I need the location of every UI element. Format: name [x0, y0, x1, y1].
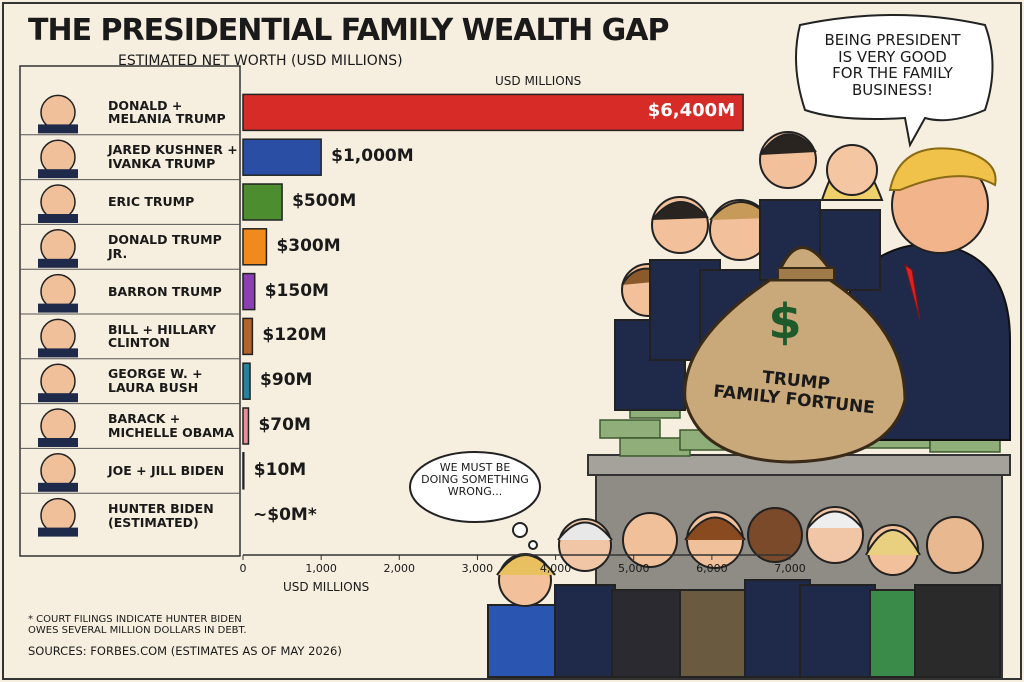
bar [242, 272, 256, 311]
bar [242, 317, 254, 356]
portrait [40, 408, 76, 444]
value-label: $90M [260, 370, 313, 391]
value-label: $120M [262, 325, 327, 346]
speech-text: BEING PRESIDENT IS VERY GOOD FOR THE FAM… [824, 31, 961, 99]
x-tick-label: 3,000 [461, 562, 494, 575]
chart-subtitle: ESTIMATED NET WORTH (USD MILLIONS) [118, 53, 403, 69]
category-label: JOE + JILL BIDEN [108, 462, 225, 478]
x-tick-label: 6,000 [696, 562, 728, 575]
source: SOURCES: FORBES.COM (ESTIMATES AS OF MAY… [28, 644, 342, 658]
portrait-suit [38, 527, 78, 537]
bar [242, 183, 283, 221]
portrait-suit [38, 169, 78, 179]
speech-bubble [795, 14, 994, 148]
value-label: $1,000M [331, 146, 414, 167]
crowd [487, 506, 1001, 678]
bar [242, 93, 744, 132]
portrait-suit [38, 303, 78, 313]
value-label: $150M [264, 280, 329, 301]
category-label: BILL + HILLARY CLINTON [108, 321, 216, 351]
portrait-suit [38, 258, 78, 268]
x-tick-label: 1,000 [305, 562, 337, 575]
portrait-suit [38, 482, 78, 492]
category-label: JARED KUSHNER + IVANKA TRUMP [108, 142, 238, 172]
portrait [40, 184, 76, 220]
x-tick-label: 4,000 [539, 562, 572, 575]
bar [242, 452, 245, 490]
bar [242, 362, 251, 400]
label-panel [19, 65, 241, 557]
category-label: HUNTER BIDEN (ESTIMATED) [108, 500, 214, 530]
category-label: BARRON TRUMP [108, 283, 222, 299]
portrait [40, 94, 76, 131]
x-tick-label: 0 [239, 562, 247, 575]
x-axis-title: USD MILLIONS [283, 580, 370, 594]
value-label: $10M [253, 459, 307, 480]
portrait-suit [38, 438, 78, 447]
portrait [40, 273, 76, 310]
value-label: $6,400M [647, 100, 736, 122]
bar [242, 228, 268, 266]
footnote: * COURT FILINGS INDICATE HUNTER BIDEN OW… [28, 614, 247, 636]
category-label: ERIC TRUMP [108, 194, 195, 210]
thought-bubble [409, 451, 541, 550]
x-tick-label: 2,000 [383, 562, 416, 575]
x-tick-label: 5,000 [617, 562, 650, 575]
portrait [40, 497, 76, 534]
bag-symbol: $ [768, 294, 802, 350]
portrait [40, 318, 76, 355]
portrait-suit [38, 124, 78, 134]
chart-title: THE PRESIDENTIAL FAMILY WEALTH GAP [28, 13, 669, 48]
category-label: BARACK + MICHELLE OBAMA [108, 411, 235, 440]
value-label: $300M [276, 235, 341, 256]
bar [242, 407, 250, 445]
portrait-suit [38, 348, 78, 358]
portrait-suit [38, 214, 78, 223]
portrait [40, 453, 76, 489]
portrait [40, 229, 76, 265]
value-label: ~$0M* [253, 504, 317, 525]
value-label: $70M [258, 415, 311, 435]
portrait [40, 363, 76, 399]
thought-text: WE MUST BE DOING SOMETHING WRONG... [421, 461, 529, 499]
x-tick-label: 7,000 [774, 562, 806, 575]
category-label: DONALD TRUMP JR. [108, 232, 222, 261]
value-label: $500M [292, 191, 357, 211]
x-axis-title-top: USD MILLIONS [495, 74, 582, 88]
category-label: DONALD + MELANIA TRUMP [108, 97, 226, 127]
category-label: GEORGE W. + LAURA BUSH [108, 366, 203, 396]
money-bag [683, 246, 907, 464]
portrait [40, 139, 76, 175]
bar [242, 138, 322, 176]
portrait-suit [38, 393, 78, 403]
